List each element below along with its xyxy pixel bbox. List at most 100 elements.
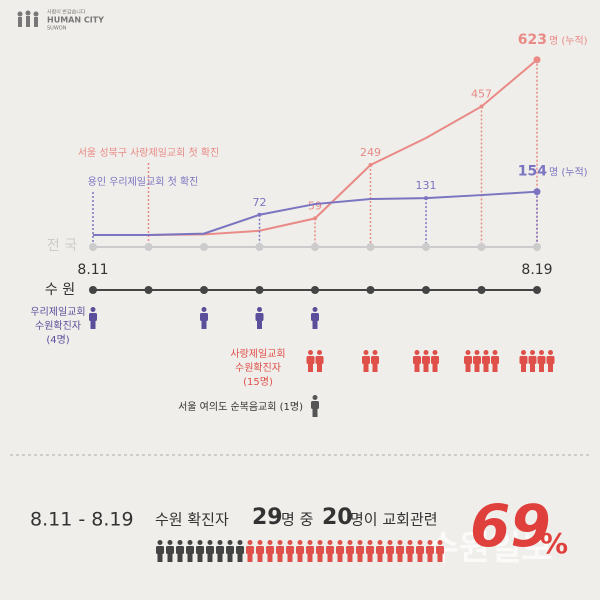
group-label: (4명)	[46, 334, 69, 346]
person-icon	[216, 540, 224, 562]
person-body	[431, 356, 439, 364]
person-legs	[397, 553, 403, 562]
person-legs	[427, 553, 433, 562]
person-head	[427, 540, 433, 545]
person-legs	[367, 553, 373, 562]
person-icon	[316, 540, 324, 562]
timeline-dot	[366, 286, 375, 294]
value-label: 154	[518, 164, 547, 180]
point	[479, 104, 484, 109]
person-head	[177, 540, 183, 545]
point	[533, 56, 541, 64]
value-label: 249	[360, 146, 381, 159]
value-label: 59	[308, 199, 322, 212]
percent-sign: %	[540, 527, 568, 560]
logo-name: HUMAN CITY	[47, 16, 104, 25]
person-head	[432, 350, 438, 355]
person-head	[297, 540, 303, 545]
baseline-dot	[255, 243, 264, 251]
total: 29	[252, 505, 283, 530]
person-body	[216, 546, 224, 554]
logo-icon	[17, 10, 39, 27]
person-legs	[90, 320, 96, 329]
person-legs	[357, 553, 363, 562]
person-head	[90, 307, 96, 312]
person-head	[483, 350, 489, 355]
person-icon	[246, 540, 254, 562]
person-head	[167, 540, 173, 545]
timeline-dot	[255, 286, 264, 294]
person-body	[316, 546, 324, 554]
person-icon	[366, 540, 374, 562]
person-head	[217, 540, 223, 545]
person-body	[356, 546, 364, 554]
person-head	[317, 540, 323, 545]
person-body	[396, 546, 404, 554]
tail: 명이 교회관련	[350, 511, 438, 529]
person-legs	[257, 320, 262, 329]
person-legs	[287, 553, 293, 562]
person-legs	[492, 363, 498, 372]
axis-label: 전 국	[47, 238, 77, 254]
person-legs	[308, 363, 313, 372]
person-icon	[256, 540, 264, 562]
timeline-label: 수 원	[45, 282, 75, 298]
logo-tagline: 사람이 반갑습니다	[47, 9, 86, 16]
person-icon	[346, 540, 354, 562]
person-head	[157, 540, 163, 545]
person-icon	[386, 540, 394, 562]
person-body	[186, 546, 194, 554]
person-head	[474, 350, 480, 355]
baseline-dot	[477, 243, 486, 251]
subject: 수원 확진자	[155, 511, 229, 529]
person-icon	[89, 307, 97, 329]
person-body	[166, 546, 174, 554]
person-icon	[336, 540, 344, 562]
percent: 69	[470, 492, 551, 560]
person-icon	[473, 350, 481, 372]
person-icon	[176, 540, 184, 562]
timeline-dot	[200, 286, 208, 294]
person-icon	[422, 350, 430, 372]
person-body	[206, 546, 214, 554]
person-head	[287, 540, 293, 545]
person-body	[464, 356, 472, 364]
timeline-dot	[533, 286, 541, 294]
person-head	[317, 350, 322, 355]
baseline-dot	[144, 243, 153, 251]
person-icon	[546, 350, 555, 372]
person-icon	[186, 540, 194, 562]
person-icon	[156, 540, 164, 562]
person-legs	[167, 553, 173, 562]
point	[424, 196, 428, 201]
person-icon	[362, 350, 370, 372]
person-legs	[337, 553, 343, 562]
person-legs	[267, 553, 273, 562]
baseline-dot	[89, 243, 97, 251]
person-legs	[347, 553, 353, 562]
person-icon	[413, 350, 421, 372]
person-legs	[521, 363, 526, 372]
person-icon	[528, 350, 537, 372]
person-head	[201, 307, 207, 312]
person-legs	[474, 363, 480, 372]
person-icon	[356, 540, 364, 562]
person-body	[226, 546, 234, 554]
person-legs	[227, 553, 233, 562]
person-body	[546, 356, 555, 364]
person-body	[366, 546, 374, 554]
point	[313, 216, 317, 221]
person-legs	[423, 363, 429, 372]
person-head	[277, 540, 283, 545]
person-icon	[296, 540, 304, 562]
annotation: 서울 성북구 사랑제일교회 첫 확진	[78, 147, 220, 159]
timeline-dot	[144, 286, 153, 294]
person-head	[465, 350, 471, 355]
person-legs	[539, 363, 544, 372]
person-icon	[431, 350, 439, 372]
person-body	[286, 546, 294, 554]
person-head	[377, 540, 383, 545]
person-legs	[312, 320, 318, 329]
